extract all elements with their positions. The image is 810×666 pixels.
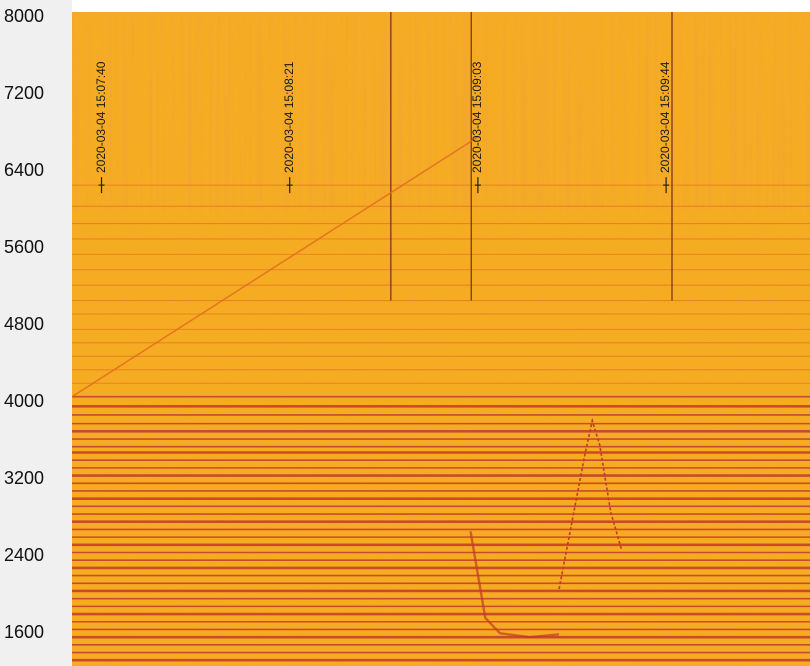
time-markers <box>98 177 670 194</box>
low-trace <box>469 531 560 639</box>
diagonal-sweep <box>72 136 479 398</box>
y-tick-label: 8000 <box>4 6 45 26</box>
y-tick-label: 6400 <box>4 159 45 180</box>
y-tick-label: 4800 <box>4 313 45 334</box>
spectrogram-plot <box>72 12 810 666</box>
time-marker-label: 2020-03-04 15:09:44 <box>658 61 673 174</box>
y-tick-label: 7200 <box>4 82 45 103</box>
y-tick-label: 1600 <box>4 621 45 642</box>
time-marker-label: 2020-03-04 15:07:40 <box>93 61 108 174</box>
vertical-lines <box>390 12 673 301</box>
spike-trace <box>558 417 623 590</box>
horizontal-bands <box>72 184 810 662</box>
vertical-streak-texture <box>72 12 810 212</box>
y-tick-label: 2400 <box>4 544 45 565</box>
y-tick-label: 5600 <box>4 236 45 257</box>
time-marker-label: 2020-03-04 15:08:21 <box>281 61 296 174</box>
y-tick-label: 3200 <box>4 467 45 488</box>
y-tick-label: 4000 <box>4 390 45 411</box>
y-axis <box>0 0 72 666</box>
time-marker-label: 2020-03-04 15:09:03 <box>469 61 484 174</box>
